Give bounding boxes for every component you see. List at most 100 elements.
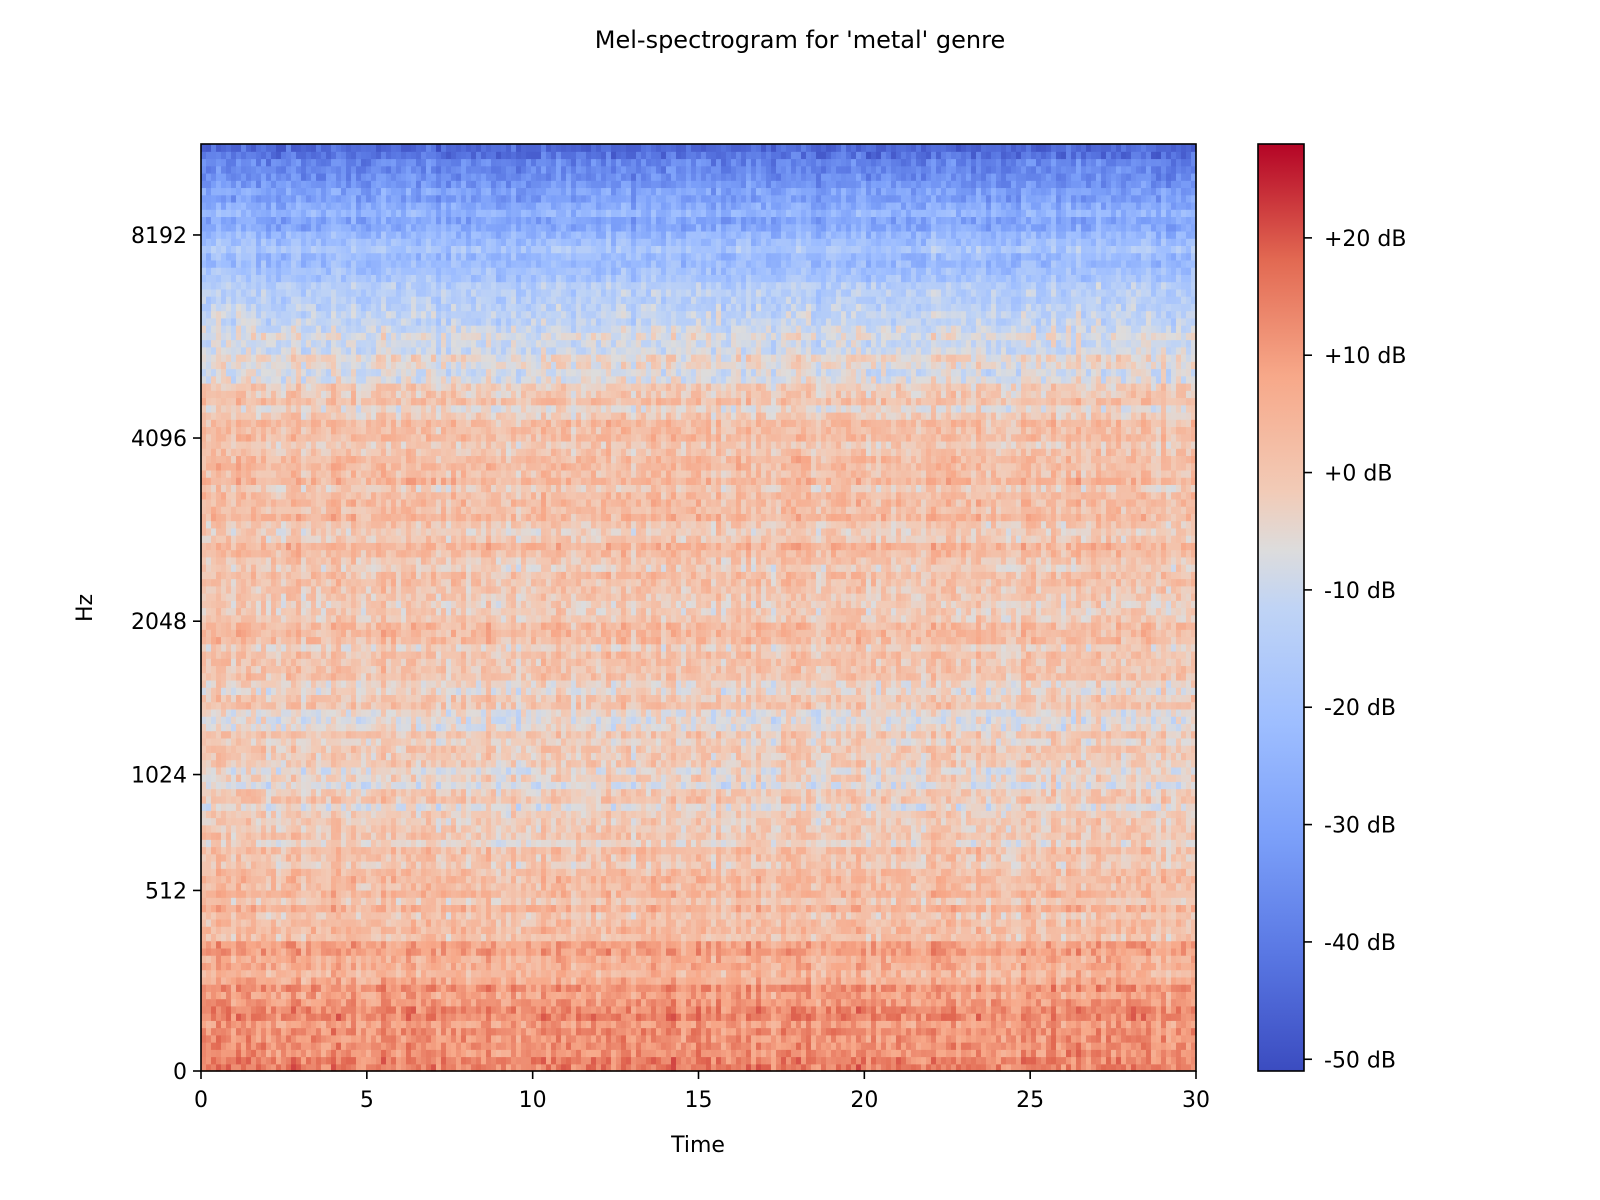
heatmap-cell: [1021, 976, 1027, 985]
heatmap-cell: [616, 933, 622, 942]
heatmap-cell: [731, 955, 737, 963]
heatmap-cell: [916, 1063, 922, 1072]
heatmap-cell: [841, 889, 847, 898]
heatmap-cell: [476, 1056, 482, 1065]
heatmap-cell: [786, 918, 792, 927]
heatmap-cell: [466, 962, 472, 971]
heatmap-cell: [1176, 976, 1182, 985]
heatmap-cell: [536, 897, 542, 906]
heatmap-cell: [1086, 1042, 1092, 1050]
heatmap-cell: [1001, 998, 1007, 1007]
heatmap-cell: [456, 984, 462, 992]
heatmap-cell: [1071, 926, 1077, 934]
heatmap-cell: [411, 904, 417, 913]
heatmap-cell: [231, 940, 237, 949]
heatmap-cell: [736, 962, 742, 971]
heatmap-cell: [801, 940, 807, 949]
heatmap-cell: [1001, 889, 1007, 898]
heatmap-cell: [1086, 969, 1092, 978]
heatmap-cell: [596, 889, 602, 898]
heatmap-cell: [386, 1020, 392, 1029]
heatmap-cell: [716, 933, 722, 942]
heatmap-cell: [236, 955, 242, 963]
heatmap-cell: [261, 1042, 267, 1050]
heatmap-cell: [1111, 984, 1117, 992]
heatmap-cell: [611, 940, 617, 949]
heatmap-cell: [236, 882, 242, 891]
heatmap-cell: [251, 882, 257, 891]
heatmap-cell: [226, 947, 232, 956]
heatmap-cell: [596, 962, 602, 971]
heatmap-cell: [241, 926, 247, 934]
heatmap-cell: [571, 889, 577, 898]
heatmap-cell: [941, 911, 947, 920]
heatmap-cell: [1031, 918, 1037, 927]
heatmap-cell: [1096, 984, 1102, 992]
heatmap-cell: [391, 911, 397, 920]
heatmap-cell: [346, 1056, 352, 1065]
heatmap-cell: [1146, 1063, 1152, 1072]
heatmap-cell: [1161, 947, 1167, 956]
heatmap-cell: [746, 1027, 752, 1036]
heatmap-cell: [326, 969, 332, 978]
heatmap-cell: [1016, 911, 1022, 920]
heatmap-cell: [646, 976, 652, 985]
heatmap-cell: [876, 933, 882, 942]
heatmap-cell: [251, 976, 257, 985]
heatmap-cell: [296, 911, 302, 920]
heatmap-cell: [516, 904, 522, 913]
heatmap-cell: [556, 926, 562, 934]
heatmap-cell: [941, 976, 947, 985]
heatmap-cell: [481, 955, 487, 963]
heatmap-cell: [631, 1027, 637, 1036]
heatmap-cell: [886, 926, 892, 934]
heatmap-cell: [756, 1042, 762, 1050]
heatmap-cell: [1031, 969, 1037, 978]
heatmap-cell: [656, 911, 662, 920]
heatmap-cell: [631, 918, 637, 927]
heatmap-cell: [1036, 889, 1042, 898]
heatmap-cell: [651, 1005, 657, 1014]
heatmap-cell: [556, 984, 562, 992]
heatmap-cell: [806, 904, 812, 913]
heatmap-cell: [306, 998, 312, 1007]
heatmap-cell: [781, 1049, 787, 1058]
heatmap-cell: [311, 1020, 317, 1029]
heatmap-cell: [421, 1013, 427, 1021]
heatmap-cell: [626, 976, 632, 985]
heatmap-cell: [501, 947, 507, 956]
heatmap-cell: [906, 976, 912, 985]
heatmap-cell: [891, 918, 897, 927]
heatmap-cell: [596, 933, 602, 942]
heatmap-cell: [796, 926, 802, 934]
heatmap-cell: [1036, 904, 1042, 913]
heatmap-cell: [866, 1027, 872, 1036]
heatmap-cell: [991, 926, 997, 934]
heatmap-cell: [671, 889, 677, 898]
heatmap-cell: [926, 926, 932, 934]
heatmap-cell: [526, 1005, 532, 1014]
heatmap-cell: [956, 969, 962, 978]
heatmap-cell: [941, 897, 947, 906]
heatmap-cell: [916, 1049, 922, 1058]
heatmap-cell: [801, 969, 807, 978]
heatmap-cell: [431, 904, 437, 913]
heatmap-cell: [526, 926, 532, 934]
heatmap-cell: [846, 889, 852, 898]
heatmap-cell: [511, 1049, 517, 1058]
heatmap-cell: [491, 947, 497, 956]
heatmap-cell: [801, 1063, 807, 1072]
heatmap-cell: [736, 991, 742, 1000]
heatmap-cell: [1066, 1027, 1072, 1036]
heatmap-cell: [286, 998, 292, 1007]
heatmap-cell: [506, 976, 512, 985]
heatmap-cell: [391, 1005, 397, 1014]
heatmap-cell: [286, 1049, 292, 1058]
heatmap-cell: [731, 1056, 737, 1065]
heatmap-cell: [211, 1020, 217, 1029]
heatmap-cell: [686, 1020, 692, 1029]
heatmap-cell: [396, 940, 402, 949]
heatmap-cell: [521, 969, 527, 978]
heatmap-cell: [326, 911, 332, 920]
heatmap-cell: [826, 933, 832, 942]
